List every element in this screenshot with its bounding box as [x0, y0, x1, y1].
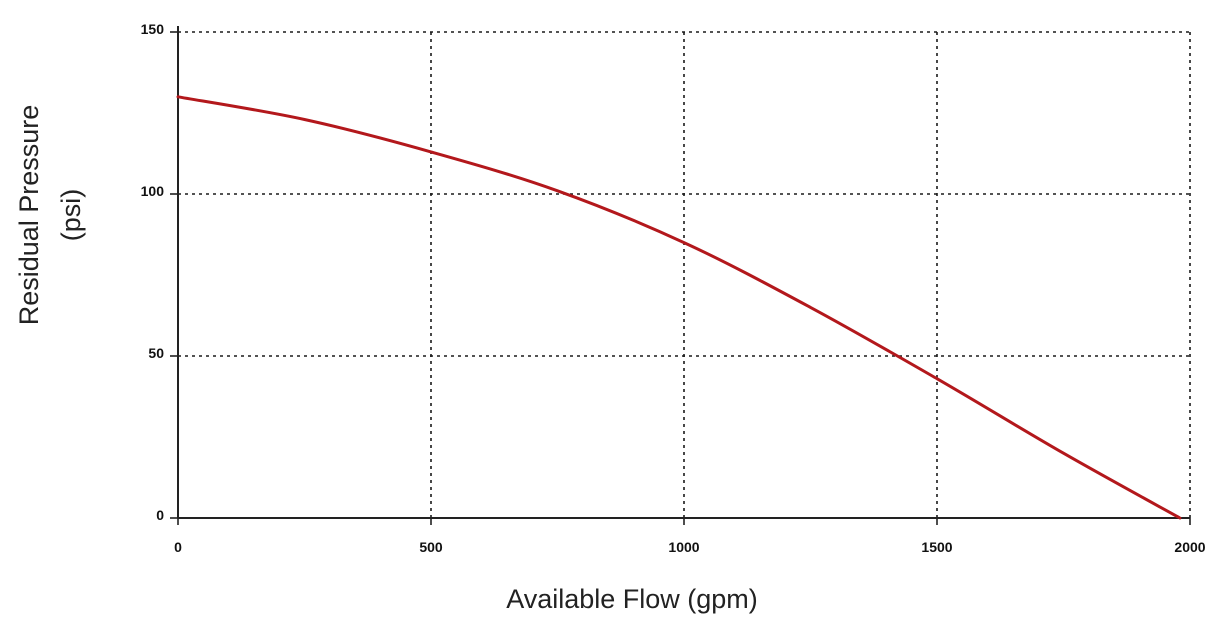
x-tick-label-1500: 1500 — [921, 539, 952, 555]
y-tick-label-50: 50 — [148, 345, 164, 361]
axes — [170, 26, 1191, 525]
x-tick-label-1000: 1000 — [668, 539, 699, 555]
series-layer — [176, 95, 1182, 520]
y-tick-label-100: 100 — [141, 183, 165, 199]
x-tick-label-0: 0 — [174, 539, 182, 555]
y-axis-title-line-1: Residual Pressure — [14, 105, 44, 326]
y-tick-label-0: 0 — [156, 507, 164, 523]
series-line-0 — [176, 95, 1182, 520]
x-tick-label-500: 500 — [419, 539, 443, 555]
y-axis-title-line-2: (psi) — [56, 189, 86, 242]
x-axis-title: Available Flow (gpm) — [506, 584, 758, 614]
x-tick-label-2000: 2000 — [1174, 539, 1205, 555]
grid — [178, 31, 1191, 518]
y-tick-label-150: 150 — [141, 21, 165, 37]
